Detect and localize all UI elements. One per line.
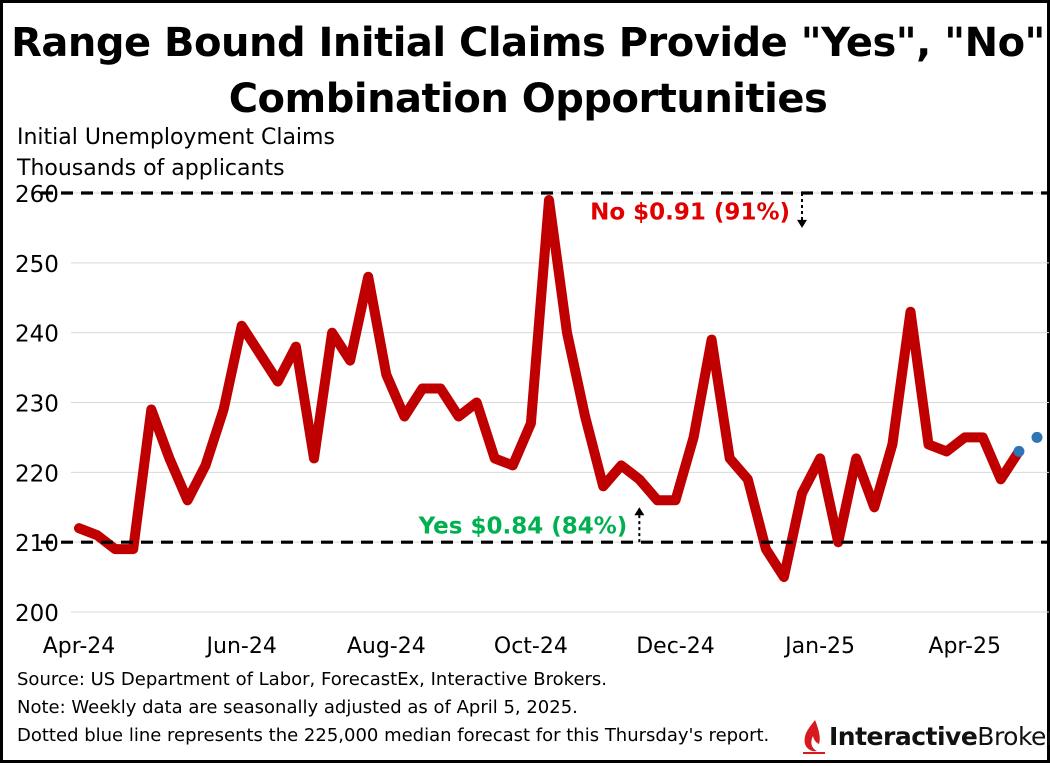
y-tick-label: 250 (15, 252, 59, 278)
x-tick-label: Oct-24 (494, 634, 568, 659)
logo-text-bold: Interactive (829, 721, 978, 751)
data-note: Note: Weekly data are seasonally adjuste… (17, 697, 578, 718)
forecast-point (1031, 431, 1043, 443)
annotation-arrow-head (797, 219, 808, 228)
x-tick-label: Apr-25 (928, 634, 1001, 659)
x-tick-label: Dec-24 (636, 634, 715, 659)
x-tick-label: Jun-24 (205, 634, 277, 659)
annotation-arrow-head (634, 507, 645, 516)
y-tick-label: 210 (15, 531, 59, 557)
annotation-label: No $0.91 (91%) (590, 199, 790, 225)
title-line-1: Range Bound Initial Claims Provide "Yes"… (11, 20, 1045, 66)
forecast-note: Dotted blue line represents the 225,000 … (17, 725, 770, 746)
source-note: Source: US Department of Labor, Forecast… (17, 669, 608, 690)
y-tick-label: 200 (15, 601, 59, 627)
title-line-2: Combination Opportunities (228, 76, 828, 122)
x-tick-label: Aug-24 (347, 634, 426, 659)
y-tick-label: 240 (15, 322, 59, 348)
y-axis-unit: Thousands of applicants (17, 156, 285, 181)
interactive-brokers-flame-icon (803, 720, 825, 754)
chart-title: Range Bound Initial Claims Provide "Yes"… (3, 15, 1050, 127)
y-tick-label: 230 (15, 392, 59, 418)
forecast-point (1013, 445, 1025, 457)
x-tick-label: Jan-25 (783, 634, 855, 659)
y-tick-label: 220 (15, 461, 59, 487)
y-tick-label: 260 (15, 182, 59, 208)
x-tick-label: Apr-24 (43, 634, 116, 659)
line-chart: 200 210 220 230 240 250 260 Apr-24 Jun-24 Aug-24 O… (15, 182, 1049, 659)
y-axis-title: Initial Unemployment Claims (17, 125, 335, 150)
annotation-label: Yes $0.84 (84%) (418, 514, 628, 540)
logo-text-regular: Brokers (977, 721, 1050, 751)
series-line-claims (74, 195, 1024, 583)
